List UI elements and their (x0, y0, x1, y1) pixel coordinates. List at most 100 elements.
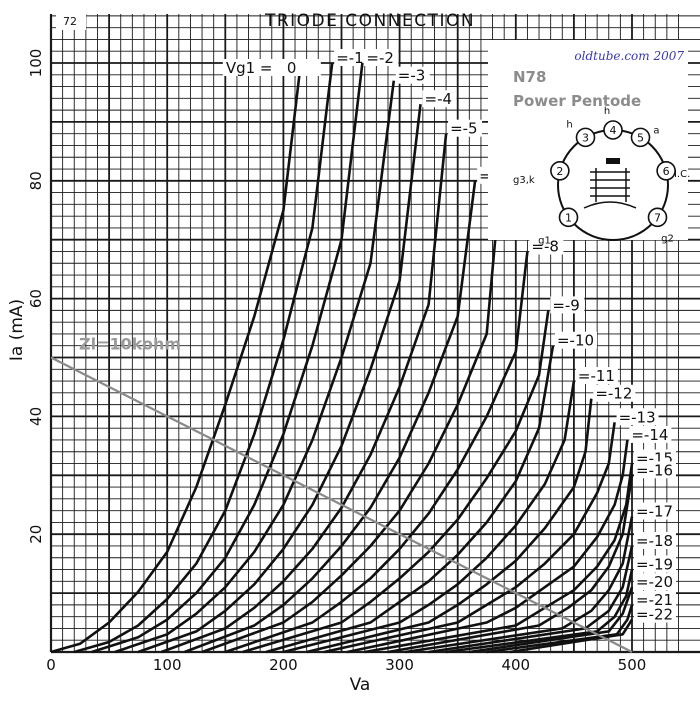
base-pin-number: 5 (637, 131, 644, 144)
curve-label: =-3 (398, 67, 426, 85)
base-pin-number: 1 (565, 211, 572, 224)
base-pin-label: I.C. (674, 169, 690, 180)
anode-curve (347, 439, 629, 654)
anode-curve (91, 62, 364, 654)
anode-curve (323, 422, 616, 654)
curve-label: =-10 (557, 332, 594, 350)
anode-curve (201, 204, 500, 654)
x-axis-label: Va (350, 675, 371, 695)
curve-label: 0 (287, 59, 297, 77)
base-pin (558, 207, 579, 228)
curve-label-background (448, 119, 483, 137)
base-pin (550, 160, 570, 181)
anode-curve (265, 345, 555, 654)
base-pin-label: a (653, 125, 659, 136)
page-number: 72 (63, 15, 77, 28)
curve-label: =-13 (619, 408, 656, 426)
anode-curve (73, 62, 334, 654)
anode-curve (306, 398, 593, 654)
curve-label-background (634, 531, 676, 549)
base-pin-number: 4 (610, 124, 617, 137)
anode-curve (184, 180, 477, 654)
curve-label: =-1 (336, 49, 364, 67)
y-tick-label: 40 (27, 407, 45, 426)
curve-label-background (364, 49, 399, 66)
anode-curve (160, 133, 448, 654)
curve-label-background (554, 331, 597, 349)
curve-label-background (593, 384, 636, 402)
anode-curve (242, 310, 550, 654)
tube-info-panel: oldtube.com 2007 N78 Power Pentode 1 g1 2 g… (488, 40, 690, 246)
anode-curve (283, 380, 576, 654)
y-tick-label: 20 (27, 525, 45, 544)
tube-name: N78 (513, 68, 546, 86)
base-pin (575, 127, 596, 148)
curve-label-background (529, 237, 564, 255)
x-tick-label: 400 (501, 656, 530, 674)
base-pin-number: 2 (556, 165, 563, 178)
curve-label: =-12 (595, 385, 632, 403)
anode-curve (428, 545, 634, 654)
curve-label: =-2 (366, 49, 394, 67)
curve-label-background (634, 590, 676, 608)
anode-curve (50, 62, 303, 654)
curve-label-background (550, 296, 585, 314)
curve-label: =-17 (636, 503, 673, 521)
base-pin-number: 3 (582, 131, 589, 144)
y-tick-label: 60 (27, 289, 45, 308)
x-tick-label: 300 (385, 656, 414, 674)
anode-curve (114, 80, 396, 654)
anode-curve (137, 104, 422, 654)
tube-type: Power Pentode (513, 92, 641, 110)
anode-curve (445, 569, 634, 654)
vg1-label: Vg1 = (226, 59, 273, 77)
curve-label-background (634, 605, 676, 623)
load-line (50, 356, 633, 653)
curve-label-background (634, 461, 676, 479)
anode-curve (486, 604, 634, 654)
base-pin-label: g2 (661, 233, 674, 244)
base-pin-label: g3,k (513, 175, 535, 186)
curve-label: =-20 (636, 573, 673, 591)
base-pin-number: 7 (654, 211, 661, 224)
base-pin-label: g1 (538, 235, 551, 246)
y-axis-label: Ia (mA) (7, 299, 27, 361)
curve-label: =-21 (636, 591, 673, 609)
curve-label: =-19 (636, 556, 673, 574)
y-tick-label: 100 (27, 49, 45, 78)
base-pin-label: h (566, 119, 572, 130)
curve-label-background (395, 66, 430, 84)
base-pin (603, 120, 623, 140)
x-tick-label: 100 (153, 656, 182, 674)
base-pin-label: h (604, 106, 610, 117)
curve-label-background (422, 90, 457, 108)
x-tick-label: 500 (618, 656, 647, 674)
load-line-group: Zl=10kohm (50, 335, 633, 653)
base-pin (647, 207, 668, 228)
curve-label-background (634, 502, 676, 520)
curve-label: =-16 (636, 461, 673, 479)
y-tick-label: 80 (27, 171, 45, 190)
curve-label-background (634, 555, 676, 573)
anode-curve (509, 618, 634, 654)
electrode-symbol (583, 168, 637, 209)
curve-label-background (629, 425, 672, 443)
chart-title: TRIODE CONNECTION (264, 11, 475, 31)
curve-label: =-14 (631, 426, 668, 444)
curve-label-background (634, 573, 676, 591)
anode-curve (364, 463, 634, 654)
anode-curve (387, 475, 634, 654)
tick-labels: 0 100 200 300 400 500 20 40 60 80 100 (27, 49, 646, 674)
curve-label: =-4 (425, 90, 453, 108)
base-pin-number: 6 (663, 165, 670, 178)
x-tick-label: 200 (269, 656, 298, 674)
load-line-label: Zl=10kohm (79, 335, 181, 354)
base-pin (656, 160, 676, 181)
curve-label: =-5 (450, 120, 478, 138)
anode-curve (405, 516, 634, 654)
curve-label: =-18 (636, 532, 673, 550)
curve-label: =-11 (578, 367, 615, 385)
anode-curve (469, 586, 634, 654)
